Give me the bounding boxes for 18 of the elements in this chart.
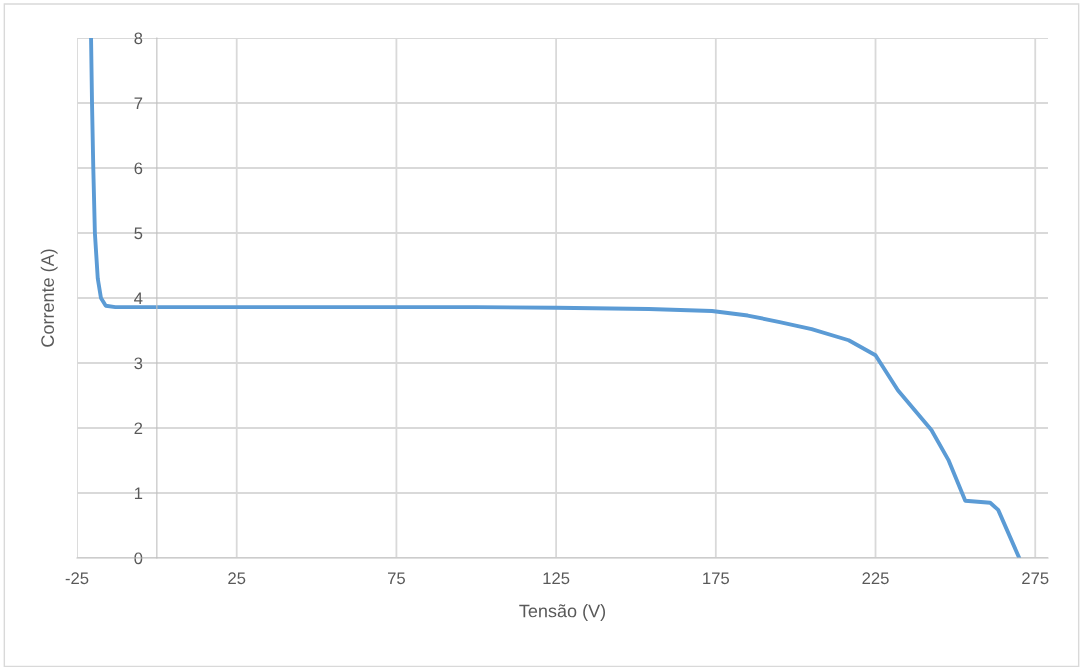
y-tick-label: 5 <box>134 227 143 240</box>
x-tick-label: 225 <box>862 572 889 585</box>
x-tick-label: 75 <box>387 572 405 585</box>
x-tick-label: 125 <box>543 572 570 585</box>
x-tick-label: 25 <box>228 572 246 585</box>
x-tick-label: 275 <box>1022 572 1049 585</box>
y-tick-label: 2 <box>134 422 143 435</box>
y-tick-label: 4 <box>134 292 143 305</box>
y-tick-label: 8 <box>134 32 143 45</box>
y-tick-label: 7 <box>134 97 143 110</box>
y-axis-title: Corrente (A) <box>40 249 58 347</box>
y-tick-label: 3 <box>134 357 143 370</box>
y-tick-label: 6 <box>134 162 143 175</box>
y-tick-label: 0 <box>134 552 143 565</box>
y-tick-label: 1 <box>134 487 143 500</box>
x-tick-label: -25 <box>65 572 89 585</box>
x-axis-title: Tensão (V) <box>519 604 606 621</box>
x-tick-label: 175 <box>703 572 730 585</box>
